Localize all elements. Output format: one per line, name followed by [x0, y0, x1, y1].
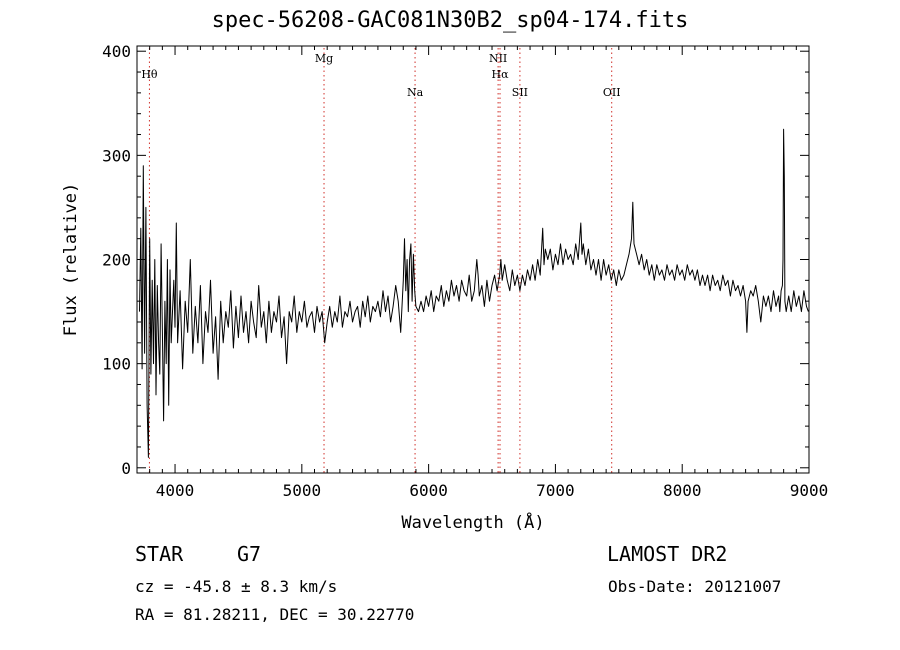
line-marker-label: NII: [489, 52, 507, 65]
x-tick-label: 6000: [409, 481, 448, 500]
y-axis-label: Flux (relative): [61, 183, 81, 337]
x-tick-label: 5000: [283, 481, 322, 500]
x-tick-label: 7000: [536, 481, 575, 500]
object-subclass: G7: [237, 542, 262, 566]
survey-name: LAMOST DR2: [607, 542, 728, 566]
spectrum-line: [139, 128, 809, 458]
line-marker-label: Hα: [491, 68, 509, 81]
line-marker-label: SII: [512, 86, 528, 99]
y-tick-label: 0: [121, 459, 131, 478]
coordinates-text: RA = 81.28211, DEC = 30.22770: [135, 605, 415, 624]
line-marker-label: Na: [407, 86, 424, 99]
redshift-text: cz = -45.8 ± 8.3 km/s: [135, 577, 338, 596]
x-tick-label: 9000: [790, 481, 829, 500]
plot-frame: [136, 45, 810, 474]
object-class: STAR: [135, 542, 184, 566]
plot-border: [136, 45, 810, 474]
y-tick-label: 400: [102, 42, 131, 61]
x-tick-label: 8000: [663, 481, 702, 500]
obs-date-text: Obs-Date: 20121007: [608, 577, 782, 596]
axes: 4000 5000 6000 7000 8000 9000 0 100 200 300 400 Wav…: [61, 42, 828, 533]
y-tick-label: 200: [102, 251, 131, 270]
line-marker-label: Mg: [315, 52, 333, 65]
x-tick-label: 4000: [156, 481, 195, 500]
chart-title: spec-56208-GAC081N30B2_sp04-174.fits: [211, 8, 689, 33]
y-tick-label: 300: [102, 146, 131, 165]
line-marker-label: Hθ: [141, 68, 158, 81]
spectrum-series: [139, 128, 809, 458]
y-tick-label: 100: [102, 355, 131, 374]
line-marker-label: OII: [603, 86, 621, 99]
x-axis-label: Wavelength (Å): [401, 511, 544, 533]
